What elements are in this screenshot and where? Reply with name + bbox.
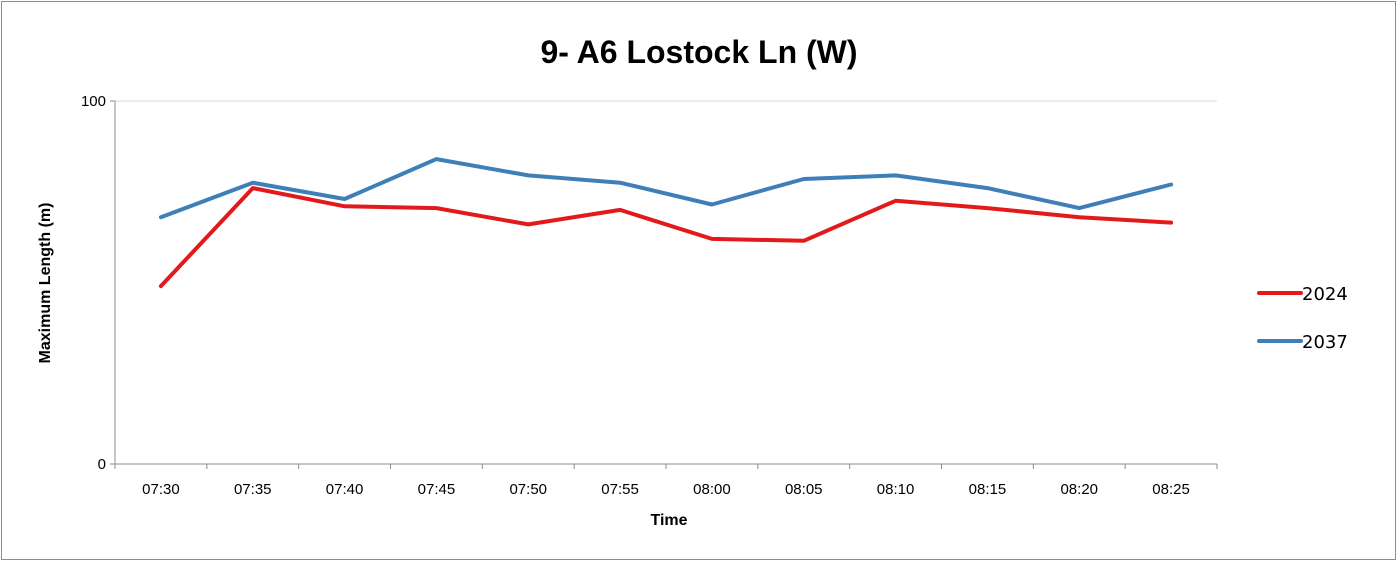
x-tick-label: 07:45 [418, 481, 456, 498]
x-axis-title: Time [650, 512, 687, 529]
x-tick-label: 07:35 [234, 481, 272, 498]
x-tick-label: 08:05 [785, 481, 823, 498]
x-tick-label: 07:30 [142, 481, 180, 498]
x-tick-label: 08:20 [1060, 481, 1098, 498]
x-tick-label: 08:15 [969, 481, 1007, 498]
x-tick-label: 08:00 [693, 481, 731, 498]
legend-label-2024: 2024 [1302, 284, 1348, 305]
series-line-2024 [158, 186, 1174, 289]
x-tick-label: 07:50 [509, 481, 547, 498]
chart-title: 9- A6 Lostock Ln (W) [540, 34, 857, 70]
series-line-2037 [158, 157, 1174, 220]
legend-label-2037: 2037 [1302, 332, 1348, 353]
y-tick-label: 100 [81, 93, 106, 110]
x-tick-label: 08:10 [877, 481, 915, 498]
y-tick-label: 0 [98, 456, 106, 473]
x-tick-label: 08:25 [1152, 481, 1190, 498]
x-tick-label: 07:40 [326, 481, 364, 498]
x-tick-label: 07:55 [601, 481, 639, 498]
y-axis-title: Maximum Length (m) [37, 203, 54, 364]
